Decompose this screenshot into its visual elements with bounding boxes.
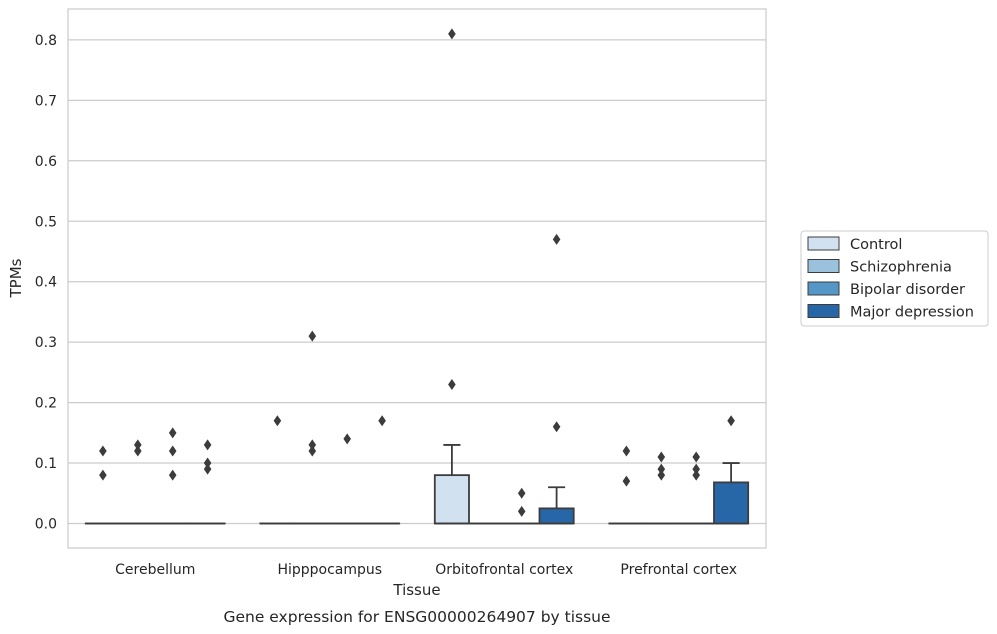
outlier-point [517, 487, 526, 499]
box-hipppocampus-schizophrenia [294, 330, 331, 525]
box-prefrontal-cortex-bipolar-disorder [678, 451, 715, 525]
outlier-point [657, 469, 666, 481]
outlier-point [273, 415, 282, 427]
legend-label: Bipolar disorder [850, 282, 965, 298]
outlier-point [552, 421, 561, 433]
x-tick-label: Orbitofrontal cortex [435, 562, 573, 578]
outlier-point [692, 469, 700, 481]
legend-item-control: Control [807, 236, 902, 253]
y-tick-label: 0.7 [35, 93, 57, 109]
legend-item-bipolar-disorder: Bipolar disorder [807, 281, 965, 298]
box-cerebellum-bipolar-disorder [154, 427, 191, 525]
outlier-point [134, 439, 142, 451]
outlier-point [622, 475, 631, 487]
outlier-point [134, 445, 142, 457]
x-tick-label: Prefrontal cortex [620, 562, 737, 578]
outlier-point [622, 445, 631, 457]
box-cerebellum-schizophrenia [119, 439, 156, 525]
plot-area-frame [67, 8, 767, 549]
outlier-point [657, 463, 666, 475]
box-cerebellum-major-depression [189, 439, 226, 525]
box-body [538, 507, 575, 525]
outlier-point [692, 463, 700, 475]
legend-swatch [807, 304, 840, 318]
box-body [433, 474, 470, 525]
outlier-point [448, 378, 456, 390]
y-tick-label: 0.8 [35, 33, 57, 49]
box-prefrontal-cortex-control [608, 445, 645, 525]
outlier-point [448, 28, 456, 40]
outlier-point [727, 415, 735, 427]
outlier-point [99, 469, 107, 481]
legend-swatch [807, 259, 840, 273]
outlier-point [203, 463, 212, 475]
outlier-point [203, 439, 212, 451]
chart-caption: Gene expression for ENSG00000264907 by t… [223, 608, 610, 626]
outlier-point [343, 433, 351, 445]
box-orbitofrontal-cortex-major-depression [538, 233, 575, 525]
outlier-point [168, 445, 177, 457]
legend-swatch [807, 236, 840, 251]
legend-item-major-depression: Major depression [807, 304, 974, 321]
y-tick-labels: 0.0 0.1 0.2 0.3 0.4 0.5 0.6 0.7 0.8 [35, 33, 57, 533]
y-tick-label: 0.0 [35, 517, 57, 533]
legend: Control Schizophrenia Bipolar disorder Majo… [800, 230, 989, 327]
legend-label: Schizophrenia [850, 260, 952, 276]
box-body [713, 481, 750, 525]
legend-item-schizophrenia: Schizophrenia [807, 259, 952, 276]
box-prefrontal-cortex-major-depression [713, 415, 750, 525]
y-tick-label: 0.4 [35, 275, 57, 291]
outlier-point [168, 427, 177, 439]
box-orbitofrontal-cortex-bipolar-disorder [503, 487, 540, 525]
outlier-point [517, 505, 526, 517]
y-axis-label: TPMs [7, 258, 25, 298]
outlier-point [552, 233, 561, 245]
outlier-point [99, 445, 107, 457]
box-orbitofrontal-cortex-control [433, 28, 470, 525]
legend-label: Major depression [850, 305, 974, 321]
box-hipppocampus-bipolar-disorder [329, 433, 366, 525]
grid-layer [68, 39, 766, 525]
x-tick-label: Hipppocampus [277, 562, 382, 578]
outlier-point [168, 469, 177, 481]
legend-swatch [807, 281, 840, 296]
legend-frame [800, 230, 989, 327]
y-tick-label: 0.3 [35, 335, 57, 351]
y-tick-label: 0.6 [35, 154, 57, 170]
box-cerebellum-control [84, 445, 121, 525]
outlier-point [203, 457, 212, 469]
box-hipppocampus-control [259, 415, 296, 525]
box-layer [84, 28, 750, 525]
legend-label: Control [850, 237, 902, 253]
y-tick-label: 0.1 [35, 456, 57, 472]
outlier-point [308, 445, 317, 457]
x-tick-label: Cerebellum [115, 562, 195, 578]
x-tick-labels: Cerebellum Hipppocampus Orbitofrontal cort… [115, 562, 737, 578]
outlier-point [308, 330, 317, 342]
outlier-point [308, 439, 317, 451]
outlier-point [378, 415, 386, 427]
y-tick-label: 0.2 [35, 396, 57, 412]
x-axis-label: Tissue [392, 581, 440, 599]
outlier-point [692, 451, 700, 463]
box-hipppocampus-major-depression [364, 415, 401, 525]
outlier-point [657, 451, 666, 463]
box-prefrontal-cortex-schizophrenia [643, 451, 680, 525]
y-tick-label: 0.5 [35, 214, 57, 230]
